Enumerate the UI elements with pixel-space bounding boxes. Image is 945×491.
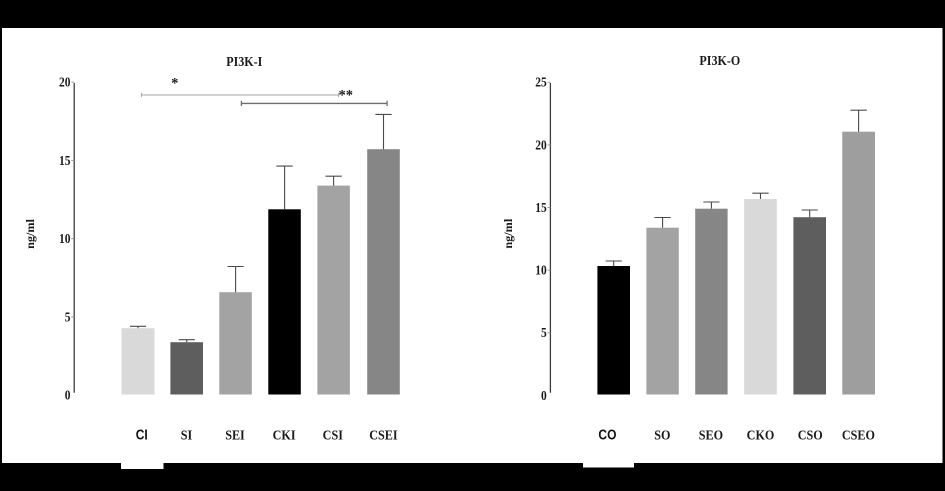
svg-text:SEI: SEI: [225, 428, 245, 443]
svg-text:CO: CO: [598, 426, 616, 443]
svg-text:PI3K-I: PI3K-I: [226, 53, 262, 69]
svg-text:0: 0: [65, 388, 71, 403]
svg-text:SI: SI: [181, 428, 192, 443]
svg-text:25: 25: [535, 75, 546, 90]
svg-text:PI3K-O: PI3K-O: [699, 52, 740, 68]
svg-text:ng/ml: ng/ml: [25, 218, 37, 249]
svg-text:15: 15: [59, 153, 70, 168]
svg-text:CI: CI: [136, 426, 148, 443]
svg-text:20: 20: [535, 137, 546, 152]
svg-text:5: 5: [541, 325, 547, 340]
svg-text:CSEO: CSEO: [842, 428, 875, 443]
svg-text:CSI: CSI: [323, 428, 343, 443]
svg-text:10: 10: [535, 263, 546, 278]
svg-text:20: 20: [59, 75, 70, 90]
svg-text:CSO: CSO: [798, 428, 823, 443]
svg-text:**: **: [338, 87, 353, 103]
svg-text:ng/ml: ng/ml: [502, 218, 514, 249]
svg-text:5: 5: [65, 309, 71, 324]
svg-text:CSEI: CSEI: [369, 428, 397, 443]
svg-text:SO: SO: [654, 428, 670, 443]
svg-text:CKI: CKI: [273, 428, 296, 443]
svg-text:10: 10: [59, 231, 70, 246]
svg-text:SEO: SEO: [699, 428, 723, 443]
svg-text:0: 0: [541, 388, 547, 403]
svg-text:*: *: [171, 76, 178, 92]
svg-text:CKO: CKO: [747, 428, 775, 443]
svg-text:15: 15: [535, 200, 546, 215]
